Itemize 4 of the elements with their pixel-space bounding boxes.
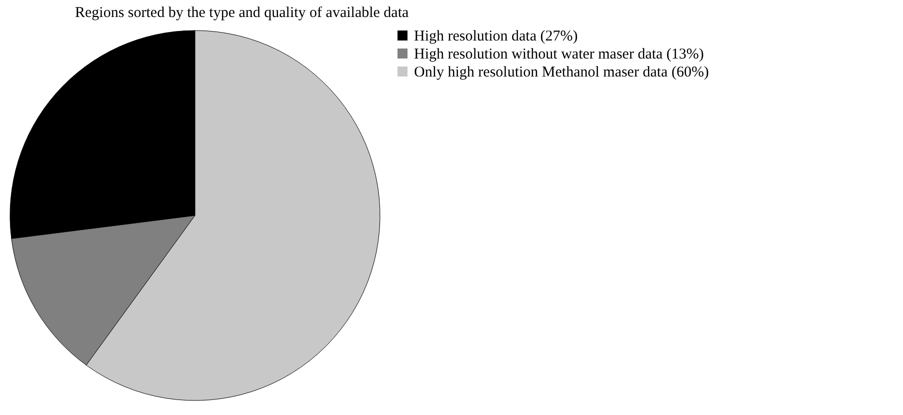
legend-label: High resolution without water maser data (13%) — [414, 46, 704, 62]
chart-title: Regions sorted by the type and quality of available data — [75, 5, 409, 21]
legend-label: Only high resolution Methanol maser data (60%) — [414, 64, 709, 80]
legend-label: High resolution data (27%) — [414, 28, 578, 44]
